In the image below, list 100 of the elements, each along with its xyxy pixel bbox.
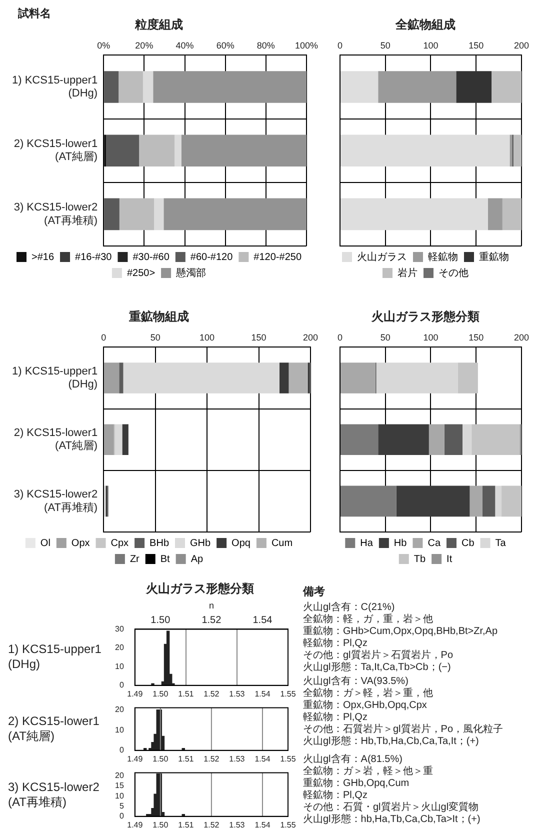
legend-label: その他 xyxy=(438,266,468,279)
x-tick-label: 100% xyxy=(294,40,318,50)
x-tick-label: 200 xyxy=(514,40,530,50)
x-tick-label: 1.49 xyxy=(127,754,144,764)
x-tick-label: 150 xyxy=(468,40,484,50)
x-tick-label: 1.54 xyxy=(254,820,271,830)
legend-label: 火山ガラス xyxy=(357,250,407,263)
y-tick-label: 1) KCS15-upper1 (DHg) xyxy=(12,74,98,100)
legend-label: Bt xyxy=(160,554,170,565)
x-tick-label: 1.50 xyxy=(152,689,169,698)
x2-tick-label: 1.50 xyxy=(150,614,171,626)
x-tick-label: 0% xyxy=(97,40,110,50)
y-tick-label: 2) KCS15-lower1 (AT純層) xyxy=(14,138,98,164)
x-tick-label: 1.51 xyxy=(178,754,194,764)
text: 軽鉱物：Pl,Qz xyxy=(303,638,368,650)
y-tick-label: 15 xyxy=(114,781,124,790)
x-tick-label: 1.51 xyxy=(178,689,194,698)
x-tick-label: 1.55 xyxy=(280,689,296,698)
x-tick-label: 50 xyxy=(380,40,390,50)
y-tick-label: 0 xyxy=(119,812,124,821)
legend-label: >#16 xyxy=(31,252,54,263)
y-tick-label: 30 xyxy=(114,624,124,634)
x-tick-label: 1.53 xyxy=(229,754,246,764)
text: その他：石質・gl質岩片＞火山gl変質物 xyxy=(303,802,480,814)
legend-label: Ta xyxy=(495,538,506,549)
chart-title: 粒度組成 xyxy=(134,18,183,32)
y-tick-label: 10 xyxy=(114,662,124,671)
x-tick-label: 80% xyxy=(256,40,275,50)
legend-label: Opx xyxy=(71,538,90,549)
legend-label: 重鉱物 xyxy=(479,250,509,263)
text: 全鉱物：ガ＞軽，岩＞重，他 xyxy=(303,688,434,700)
text: その他：石質岩片＞gl質岩片，Po，風化粒子 xyxy=(303,724,504,736)
x-tick-label: 150 xyxy=(251,332,266,342)
text: 重鉱物：GHb>Cum,Opx,Opq,BHb,Bt>Zr,Ap xyxy=(303,626,499,638)
x-tick-label: 1.50 xyxy=(152,820,169,830)
legend-label: Cum xyxy=(271,538,293,549)
x-tick-label: 1.55 xyxy=(280,820,296,830)
text: 全鉱物：ガ＞岩，軽＞他＞重 xyxy=(303,766,434,778)
x2-tick-label: 1.54 xyxy=(252,614,273,626)
chart-title: 全鉱物組成 xyxy=(394,18,456,32)
legend-label: GHb xyxy=(190,538,211,549)
legend-label: Tb xyxy=(414,554,426,565)
x-tick-label: 1.50 xyxy=(152,754,169,764)
text: 全鉱物：軽，ガ，重，岩＞他 xyxy=(303,614,434,626)
y-tick-label: 5 xyxy=(119,801,124,810)
chart-title: 火山ガラス形態分類 xyxy=(370,310,480,324)
legend-label: Opq xyxy=(232,538,250,549)
text: 火山gl形態：Hb,Tb,Ha,Cb,Ca,Ta,It；(+) xyxy=(303,736,480,748)
y-tick-label: 2) KCS15-lower1 (AT純層) xyxy=(14,427,98,452)
y-tick-label: 20 xyxy=(114,643,124,652)
y-tick-label: 0 xyxy=(119,680,124,690)
legend-label: Ol xyxy=(40,538,50,549)
y-tick-label: 20 xyxy=(114,771,124,780)
text: 重鉱物：GHb,Opq,Cum xyxy=(303,778,410,790)
text: 火山gl形態：Ta,It,Ca,Tb>Cb；(−) xyxy=(303,662,452,674)
y-tick-label: 1) KCS15-upper1 (DHg) xyxy=(12,365,98,391)
x-tick-label: 1.52 xyxy=(204,689,220,698)
x-tick-label: 100 xyxy=(423,40,438,50)
legend-label: Ap xyxy=(190,554,204,565)
x-tick-label: 200 xyxy=(514,332,530,342)
text: 試料名 xyxy=(18,8,51,21)
text: 火山gl含有：VA(93.5%) xyxy=(303,676,410,688)
y-tick-label: 3) KCS15-lower2 (AT再堆積) xyxy=(14,202,98,227)
text: 軽鉱物：Pl,Qz xyxy=(303,712,368,724)
legend-label: #120-#250 xyxy=(254,252,302,263)
x-tick-label: 1.54 xyxy=(254,689,271,698)
x-tick-label: 0 xyxy=(101,332,106,342)
x-tick-label: 50 xyxy=(380,332,390,342)
x-tick-label: 1.53 xyxy=(229,820,246,830)
x-tick-label: 100 xyxy=(423,332,438,342)
x-tick-label: 60% xyxy=(216,40,234,50)
x-tick-label: 1.55 xyxy=(280,754,296,764)
x-tick-label: 50 xyxy=(150,332,160,342)
legend-label: Cpx xyxy=(110,538,129,549)
legend-label: #60-#120 xyxy=(190,252,234,263)
chart-title: 火山ガラス形態分類 xyxy=(145,582,254,596)
x-tick-label: 0 xyxy=(337,40,343,50)
y-tick-label: 10 xyxy=(114,725,124,734)
y-tick-label: 10 xyxy=(114,791,124,800)
x-tick-label: 1.52 xyxy=(204,820,220,830)
x-tick-label: 1.52 xyxy=(204,754,220,764)
chart-title: 重鉱物組成 xyxy=(128,310,189,324)
x2-tick-label: 1.52 xyxy=(202,614,222,626)
text: 重鉱物：Opx,GHb,Opq,Cpx xyxy=(303,700,428,712)
text: 火山gl含有：A(81.5%) xyxy=(303,754,404,766)
x-tick-label: 1.53 xyxy=(229,689,246,698)
legend-label: BHb xyxy=(150,538,170,549)
text: 火山gl形態：hb,Ha,Tb,Ca,Cb,Ta>It；(+) xyxy=(303,814,482,826)
legend-label: Hb xyxy=(394,538,408,549)
x-tick-label: 1.54 xyxy=(254,754,271,764)
legend-label: #250> xyxy=(126,268,156,279)
x-tick-label: 1.49 xyxy=(127,820,144,830)
y-tick-label: 20 xyxy=(114,705,124,714)
legend-label: #16-#30 xyxy=(75,252,112,263)
legend-label: 軽鉱物 xyxy=(428,250,458,263)
x-tick-label: 0 xyxy=(337,332,343,342)
x-tick-label: 1.51 xyxy=(178,820,194,830)
x-tick-label: 20% xyxy=(135,40,154,50)
legend-label: #30-#60 xyxy=(132,252,170,263)
text: 軽鉱物：Pl,Qz xyxy=(303,790,368,802)
